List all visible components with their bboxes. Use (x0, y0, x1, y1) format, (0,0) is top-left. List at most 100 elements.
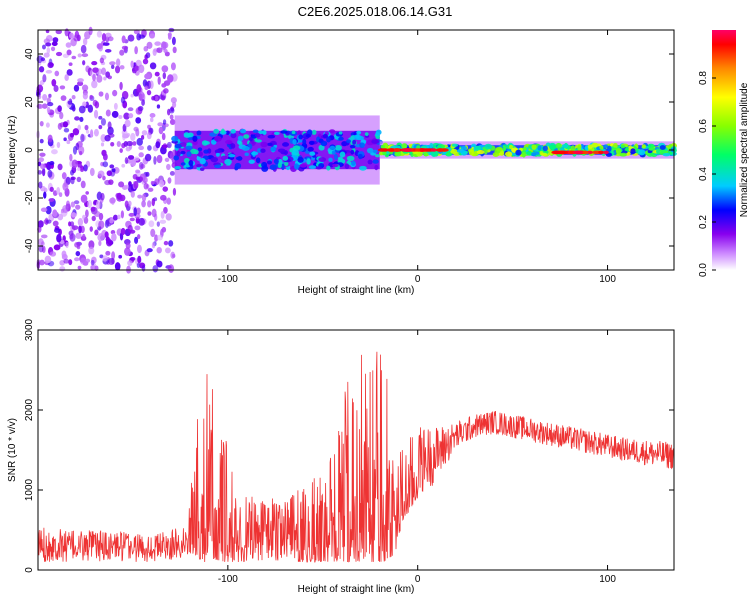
heatmap-cell (98, 115, 103, 120)
heatmap-cell (50, 46, 56, 52)
heatmap-cell (77, 124, 81, 131)
heatmap-cell (111, 64, 115, 69)
heatmap-cell (136, 207, 141, 215)
heatmap-cell (647, 149, 653, 154)
heatmap-cell (77, 167, 81, 171)
heatmap-cell (79, 165, 85, 172)
heatmap-cell (63, 258, 70, 264)
heatmap-cell (117, 214, 121, 220)
heatmap-cell (145, 52, 151, 59)
heatmap-cell (203, 141, 210, 145)
heatmap-cell (143, 182, 149, 190)
heatmap-cell (118, 114, 123, 120)
heatmap-cell (308, 140, 315, 145)
heatmap-cell (156, 154, 163, 164)
heatmap-cell (80, 180, 86, 189)
heatmap-cell (102, 175, 106, 181)
heatmap-cell (141, 193, 147, 202)
heatmap-cell (346, 139, 351, 144)
heatmap-cell (92, 99, 98, 107)
heatmap-cell (280, 130, 288, 134)
heatmap-cell (113, 102, 118, 110)
heatmap-cell (82, 60, 86, 66)
heatmap-cell (101, 33, 107, 42)
heatmap-cell (150, 180, 155, 185)
heatmap-cell (62, 182, 69, 191)
heatmap-cell (146, 248, 153, 253)
heatmap-cell (401, 143, 408, 149)
heatmap-cell (93, 109, 99, 119)
heatmap-cell (108, 179, 114, 186)
heatmap-cell (74, 116, 80, 121)
heatmap-cell (167, 32, 172, 38)
heatmap-cell (104, 134, 111, 142)
heatmap-cell (375, 154, 380, 158)
heatmap-cell (149, 80, 154, 90)
heatmap-cell (221, 128, 225, 134)
heatmap-cell (188, 160, 194, 167)
heatmap-cell (147, 187, 154, 192)
heatmap-cell (95, 200, 101, 210)
heatmap-cell (111, 168, 116, 173)
heatmap-cell (124, 184, 129, 190)
heatmap-cell (169, 114, 174, 120)
heatmap-cell (382, 150, 387, 156)
heatmap-cell (474, 145, 482, 152)
heatmap-cell (373, 149, 378, 154)
snr-ytick-label: 1000 (24, 478, 35, 501)
heatmap-cell (73, 84, 80, 92)
heatmap-cell (41, 167, 46, 177)
heatmap-cell (49, 251, 57, 257)
heatmap-peak (387, 148, 395, 152)
heatmap-cell (306, 158, 311, 165)
heatmap-cell (67, 100, 73, 105)
heatmap-cell (135, 128, 140, 137)
heatmap-cell (73, 200, 80, 205)
heatmap-cell (172, 187, 177, 196)
heatmap-cell (77, 53, 82, 58)
heatmap-cell (476, 149, 485, 155)
heatmap-cell (156, 246, 162, 254)
heatmap-cell (68, 259, 73, 266)
heatmap-peak (582, 150, 589, 155)
heatmap-cell (70, 212, 77, 218)
heatmap-cell (322, 133, 328, 139)
heatmap-cell (133, 207, 138, 217)
heatmap-cell (128, 212, 135, 217)
colorbar: 0.0 0.2 0.4 0.6 0.8 Normalized spectral ampl… (698, 30, 750, 277)
heatmap-cell (83, 164, 88, 172)
heatmap-cell (349, 144, 356, 149)
heatmap-cell (46, 47, 51, 55)
heatmap-cell (43, 187, 48, 193)
heatmap-cell (334, 144, 342, 151)
heatmap-cell (80, 44, 87, 54)
heatmap-cell (76, 244, 81, 250)
heatmap-cell (240, 128, 247, 134)
colorbar-ticks: 0.0 0.2 0.4 0.6 0.8 (698, 71, 716, 277)
heatmap-cell (51, 149, 58, 155)
heatmap-cell (109, 197, 116, 204)
heatmap-cell (167, 74, 174, 83)
heatmap-cell (346, 155, 355, 162)
heatmap-cell (91, 60, 98, 66)
heatmap-cell (126, 140, 134, 147)
heatmap-cell (494, 148, 501, 154)
heatmap-cell (107, 75, 112, 80)
heatmap-cell (468, 149, 474, 156)
heatmap-cell (56, 234, 62, 243)
heatmap-cell (170, 251, 176, 259)
heatmap-cell (156, 234, 164, 241)
heatmap-cell (127, 260, 133, 267)
heatmap-cell (90, 259, 95, 266)
heatmap-cell (78, 225, 82, 234)
heatmap-cell (270, 146, 277, 152)
heatmap-cell (549, 144, 557, 150)
heatmap-cell (71, 55, 77, 60)
heatmap-cell (255, 157, 261, 164)
heatmap-cell (112, 89, 118, 97)
heatmap-cell (40, 234, 48, 239)
heatmap-cell (214, 149, 222, 154)
heatmap-cell (45, 205, 52, 215)
heatmap-cell (141, 99, 145, 106)
heatmap-peak (598, 150, 605, 155)
